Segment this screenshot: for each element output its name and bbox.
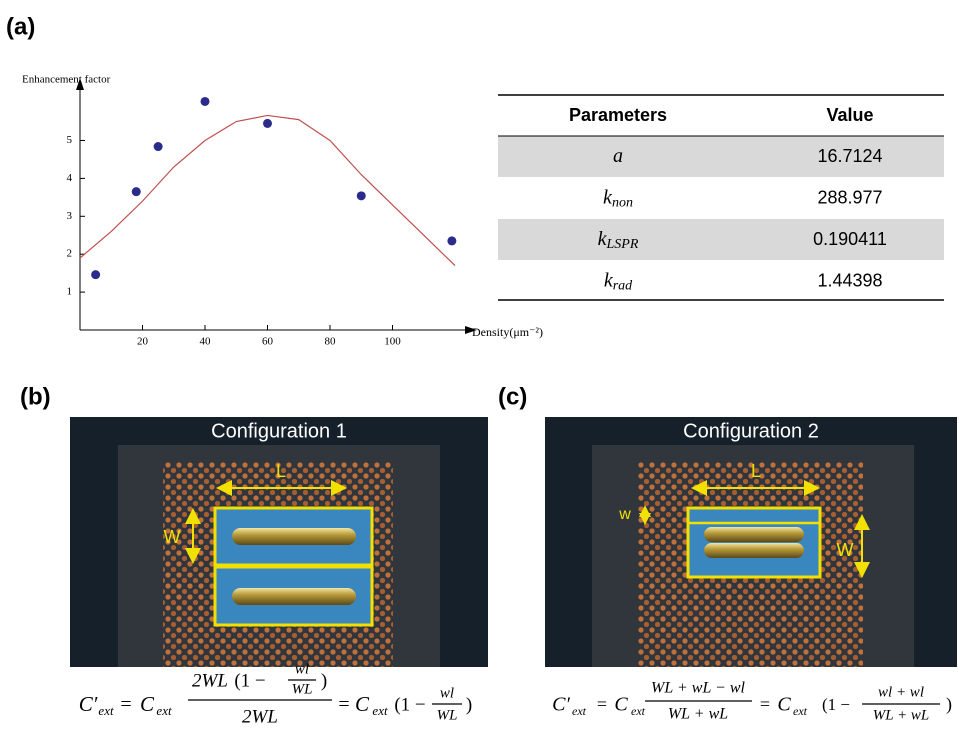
formula-part: (1 −: [822, 695, 850, 714]
formula-part: =: [597, 694, 607, 714]
data-point: [447, 236, 456, 245]
parameter-value: 1.44398: [817, 270, 882, 290]
dimension-label: L: [276, 461, 286, 481]
formula-part: ext: [793, 704, 808, 718]
subscript: non: [612, 196, 633, 211]
x-tick-label: 60: [262, 336, 274, 348]
dimension-label: W: [164, 527, 181, 547]
plot: 20 40 60 80 100 1 2 3 4 5: [67, 78, 478, 348]
panel-title: Configuration 1: [211, 420, 347, 442]
table-header: Value: [826, 105, 873, 125]
formula-part: wl + wl: [878, 684, 924, 700]
y-tick-label: 2: [67, 248, 73, 260]
data-point: [263, 119, 272, 128]
formula-part: 2WL: [242, 706, 278, 727]
y-axis-label: Enhancement factor: [22, 74, 111, 86]
page: (a) Enhancement factor Density(μm⁻²) 20 4…: [0, 0, 959, 729]
y-tick-label: 4: [67, 172, 73, 184]
formula-part: C: [614, 694, 628, 716]
formula-part: 2WL: [192, 670, 228, 691]
x-tick-label: 80: [325, 336, 337, 348]
panel-image: [545, 417, 957, 667]
symbol: a: [613, 145, 623, 167]
subscript: LSPR: [606, 237, 639, 252]
formula-part: C′: [79, 692, 98, 716]
data-point: [132, 187, 141, 196]
panel-title: Configuration 2: [683, 420, 819, 442]
data-point: [357, 191, 366, 200]
formula-part: ext: [572, 704, 587, 718]
panel-label: (a): [6, 13, 35, 40]
formula-part: WL + wL: [668, 706, 728, 723]
formula-part: =: [760, 694, 770, 714]
parameter-symbol: krad: [604, 269, 633, 294]
formula-part: C′: [552, 694, 570, 716]
formula-part: wl: [295, 661, 309, 677]
formula-part: =: [338, 694, 349, 716]
formula-part: WL + wL: [873, 707, 930, 723]
parameter-symbol: knon: [603, 186, 633, 211]
data-point: [154, 142, 163, 151]
formula-part: ext: [156, 703, 172, 718]
panel-image: [70, 417, 488, 667]
x-axis-label: Density(μm⁻²): [472, 325, 543, 339]
formula-part: (1 −: [234, 670, 265, 691]
parameter-value: 288.977: [817, 187, 882, 207]
formula-part: WL: [437, 707, 458, 723]
formula-part: ext: [98, 703, 114, 718]
x-tick-label: 40: [200, 336, 212, 348]
x-tick-label: 20: [137, 336, 149, 348]
formula-part: WL: [292, 681, 313, 697]
formula-part: ext: [631, 704, 646, 718]
formula-part: ): [946, 694, 952, 715]
formula-part: C: [355, 692, 370, 716]
formula-part: ): [321, 670, 327, 691]
parameter-value: 16.7124: [817, 146, 882, 166]
data-point: [91, 270, 100, 279]
formula-part: =: [120, 694, 131, 716]
formula-part: C: [777, 694, 791, 716]
parameter-value: 0.190411: [813, 229, 887, 249]
panel-label: (c): [498, 383, 527, 410]
y-tick-label: 1: [67, 286, 73, 298]
formula-part: WL + wL − wl: [651, 680, 745, 697]
dimension-label: W: [837, 540, 854, 560]
figure: (a) Enhancement factor Density(μm⁻²) 20 4…: [0, 0, 959, 729]
dimension-label: w: [618, 506, 631, 523]
parameter-symbol: a: [613, 145, 623, 167]
dimension-label: L: [751, 461, 761, 481]
formula-part: (1 −: [394, 694, 425, 715]
formula-part: ext: [372, 703, 388, 718]
y-tick-label: 3: [67, 210, 73, 222]
data-point: [201, 97, 210, 106]
x-tick-label: 100: [384, 336, 401, 348]
table-header: Parameters: [569, 105, 667, 125]
formula-part: wl: [440, 685, 454, 701]
subscript: rad: [613, 279, 633, 294]
panel-label: (b): [20, 383, 51, 410]
y-tick-label: 5: [67, 134, 73, 146]
formula-part: C: [140, 692, 155, 716]
formula-part: ): [466, 694, 472, 715]
